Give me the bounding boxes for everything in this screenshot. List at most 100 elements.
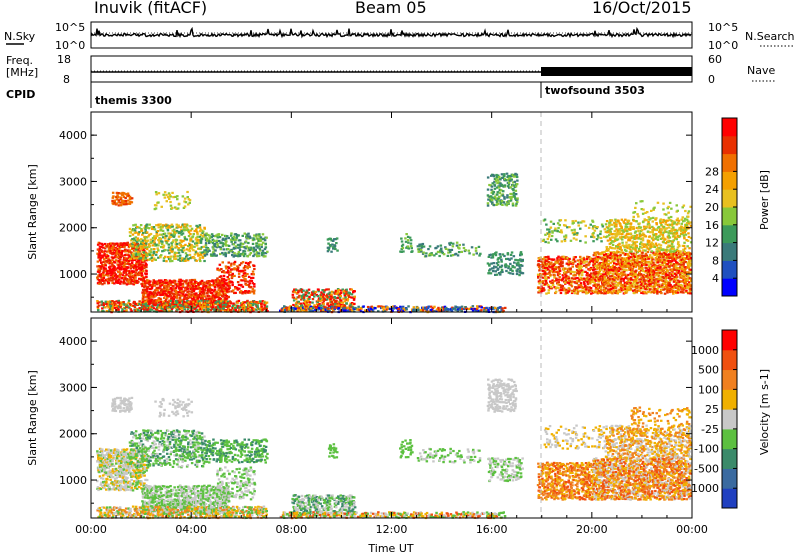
echo-cell <box>129 264 133 267</box>
echo-cell <box>603 275 606 278</box>
echo-cell <box>108 259 112 262</box>
echo-cell <box>203 281 206 284</box>
echo-cell <box>610 274 614 278</box>
echo-cell <box>165 223 168 226</box>
echo-cell <box>513 180 517 183</box>
echo-cell <box>144 303 147 306</box>
echo-cell <box>118 260 121 263</box>
echo-cell <box>507 181 511 184</box>
echo-cell <box>643 270 647 273</box>
echo-cell <box>227 305 230 308</box>
echo-cell <box>166 296 169 299</box>
echo-cell <box>193 283 196 286</box>
echo-cell <box>146 287 149 290</box>
echo-cell <box>201 282 204 285</box>
echo-cell <box>203 300 207 303</box>
echo-cell <box>115 278 118 281</box>
echo-cell <box>128 249 131 252</box>
echo-cell <box>172 292 175 295</box>
echo-cell <box>143 249 146 252</box>
echo-cell <box>151 239 155 242</box>
echo-cell <box>199 288 202 291</box>
echo-cell <box>433 310 436 313</box>
echo-cell <box>561 262 564 265</box>
echo-cell <box>297 300 300 303</box>
echo-cell <box>118 301 121 304</box>
echo-cell <box>306 297 310 300</box>
echo-cell <box>315 307 318 310</box>
echo-cell <box>149 238 153 241</box>
echo-cell <box>192 249 195 252</box>
echo-cell <box>188 285 192 288</box>
echo-cell <box>192 233 195 236</box>
echo-cell <box>487 255 491 258</box>
echo-cell <box>326 293 329 296</box>
echo-cell <box>222 285 226 288</box>
echo-cell <box>144 262 147 265</box>
echo-cell <box>329 245 332 248</box>
echo-cell <box>537 291 540 294</box>
echo-cell <box>154 237 157 240</box>
echo-cell <box>142 253 146 256</box>
echo-cell <box>138 266 141 270</box>
echo-cell <box>602 273 605 276</box>
echo-cell <box>217 288 221 291</box>
echo-cell <box>651 275 654 278</box>
echo-cell <box>179 259 182 262</box>
echo-cell <box>200 299 203 302</box>
echo-cell <box>514 185 518 188</box>
echo-cell <box>234 291 237 294</box>
echo-cell <box>111 247 115 250</box>
echo-cell <box>584 270 587 273</box>
echo-cell <box>221 251 224 255</box>
echo-cell <box>173 251 177 254</box>
echo-cell <box>195 259 198 262</box>
echo-cell <box>650 285 653 288</box>
echo-cell <box>629 287 633 290</box>
echo-cell <box>206 309 209 312</box>
echo-cell <box>510 197 513 200</box>
echo-cell <box>195 236 198 239</box>
echo-cell <box>246 255 250 258</box>
echo-cell <box>241 305 244 308</box>
echo-cell <box>244 264 247 268</box>
echo-cell <box>166 303 169 306</box>
echo-cell <box>336 302 339 305</box>
echo-cell <box>196 287 199 290</box>
echo-cell <box>552 267 555 270</box>
echo-cell <box>242 269 245 272</box>
echo-cell <box>117 278 121 281</box>
echo-cell <box>448 249 451 252</box>
echo-cell <box>98 271 101 274</box>
echo-cell <box>596 288 600 291</box>
echo-cell <box>597 256 600 259</box>
echo-cell <box>249 252 253 255</box>
echo-cell <box>401 243 405 246</box>
echo-cell <box>215 300 219 303</box>
echo-cell <box>577 284 580 287</box>
echo-cell <box>113 248 116 252</box>
echo-cell <box>359 310 363 313</box>
echo-cell <box>142 270 145 273</box>
echo-cell <box>357 305 360 308</box>
echo-cell <box>127 254 130 257</box>
echo-cell <box>165 242 169 245</box>
echo-cell <box>609 284 613 288</box>
echo-cell <box>281 307 284 310</box>
echo-cell <box>627 254 630 257</box>
echo-cell <box>471 305 475 308</box>
echo-cell <box>559 288 563 292</box>
nave-top-tick: 60 <box>708 53 722 66</box>
echo-cell <box>224 282 227 285</box>
echo-cell <box>148 309 152 312</box>
echo-cell <box>498 253 502 256</box>
echo-cell <box>102 246 105 249</box>
echo-cell <box>647 287 650 290</box>
echo-cell <box>260 302 263 305</box>
echo-cell <box>125 306 128 309</box>
echo-cell <box>628 285 631 288</box>
echo-cell <box>187 257 190 260</box>
echo-cell <box>157 304 160 307</box>
echo-cell <box>136 308 140 311</box>
echo-cell <box>288 307 291 310</box>
